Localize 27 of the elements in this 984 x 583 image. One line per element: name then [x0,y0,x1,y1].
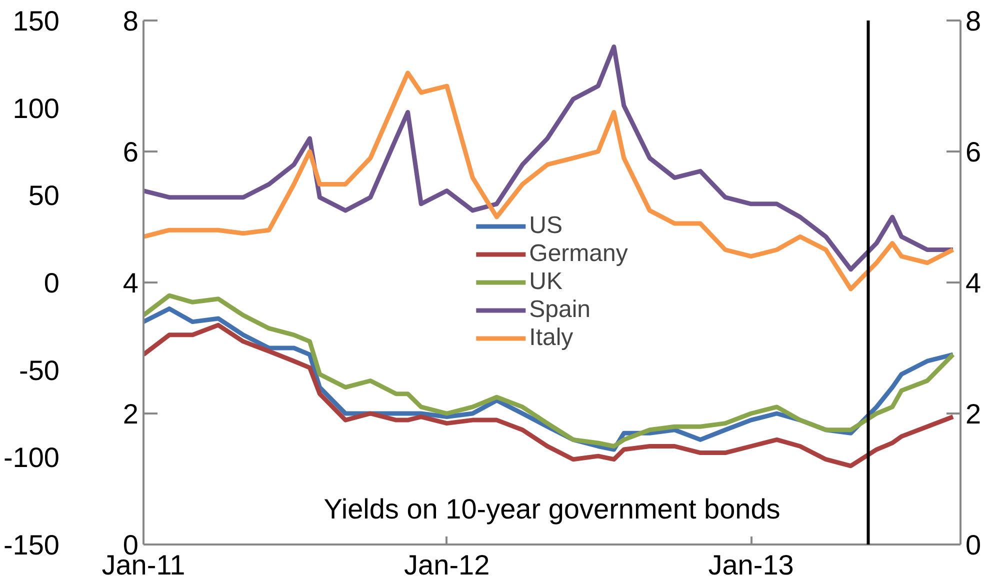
y-tick-label: 8 [122,6,139,36]
line-series [144,70,956,292]
y-tick-label: 2 [122,398,139,430]
y2-tick-label: 6 [966,136,982,168]
y2-tick-label: 4 [966,268,982,298]
x-tick-label: Jan-12 [404,550,490,580]
y-tick-label: 6 [122,136,139,168]
legend-label: Germany [529,240,628,268]
y2-tick-label: 0 [966,530,982,560]
line-series [144,322,956,468]
x-tick-label: Jan-13 [708,550,794,580]
line-series [144,44,956,272]
annotation: Yields on 10-year government bonds [324,494,780,524]
y-tick-label: 4 [122,268,139,298]
legend-label: Italy [529,324,574,352]
y2-tick-label: 8 [966,6,982,36]
y3-tick-label: 50 [28,180,60,212]
y3-tick-label: -100 [3,442,60,474]
y3-tick-label: 100 [12,92,60,124]
legend-label: US [529,212,562,240]
y3-tick-label: -150 [3,530,60,560]
y2-tick-label: 2 [966,398,982,430]
legend-label: UK [529,268,562,296]
legend-label: Spain [529,296,591,324]
y3-tick-label: 0 [44,268,60,298]
y3-tick-label: -50 [19,354,60,386]
y3-tick-label: 150 [12,6,60,36]
